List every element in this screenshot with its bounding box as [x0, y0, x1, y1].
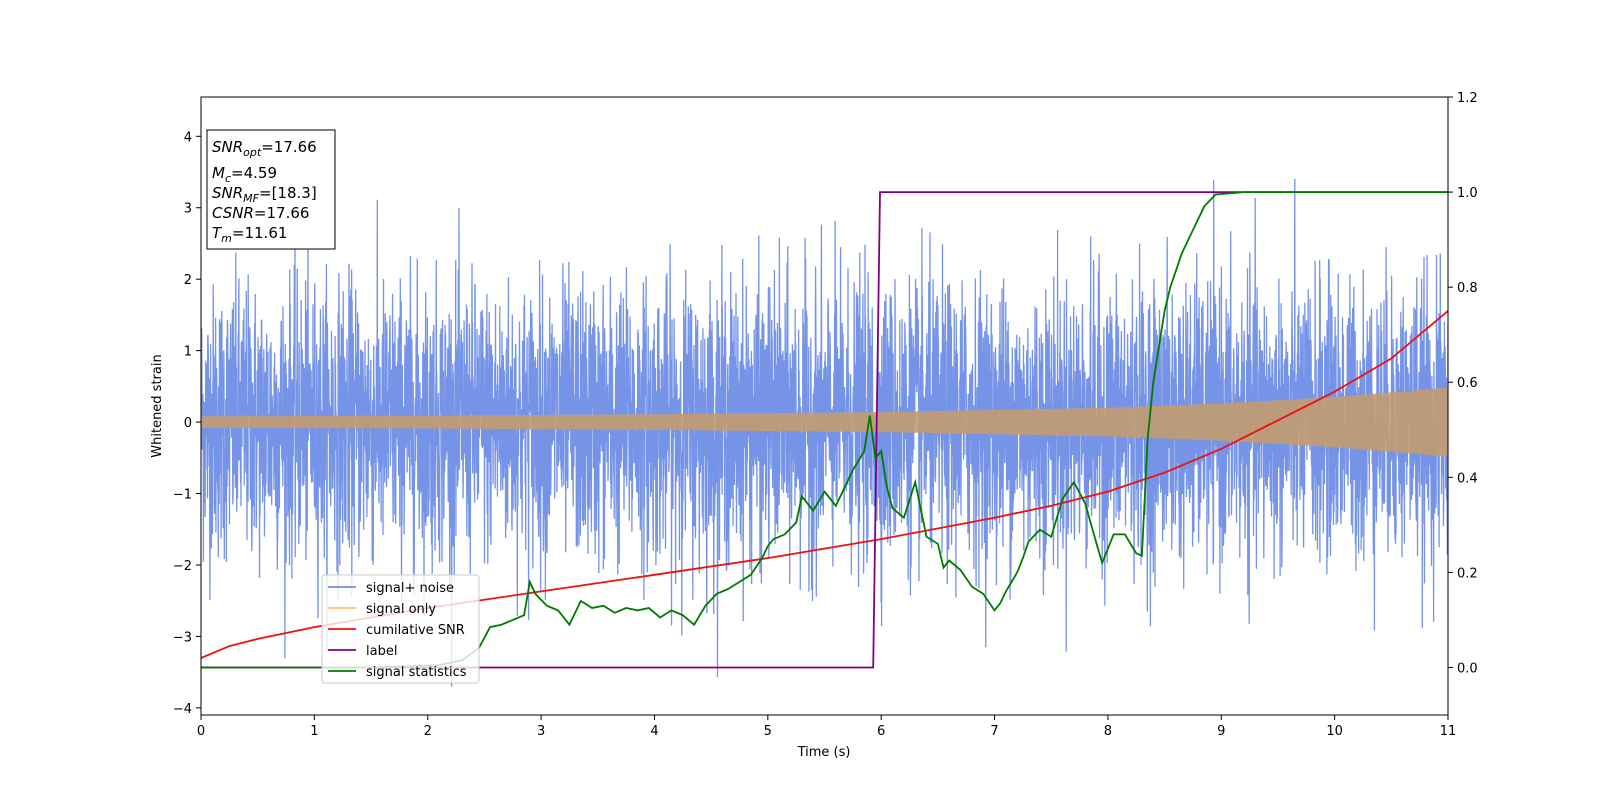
legend-entry: cumilative SNR [366, 623, 465, 638]
y-tick-label: −3 [173, 630, 192, 645]
y2-tick-label: 0.2 [1457, 566, 1478, 581]
x-tick-label: 4 [650, 724, 658, 739]
x-axis: 0 1 2 3 4 5 6 7 8 9 10 11 [197, 715, 1456, 739]
info-value: =17.66 [261, 138, 317, 156]
info-line: CSNR=17.66 [212, 204, 309, 222]
legend-entry: signal+ noise [366, 581, 454, 596]
x-tick-label: 9 [1217, 724, 1225, 739]
info-value: =[18.3] [259, 184, 317, 202]
info-line: Mc=4.59 [212, 164, 277, 185]
y2-tick-label: 0.0 [1457, 661, 1478, 676]
x-tick-label: 3 [537, 724, 545, 739]
legend-entry: label [366, 644, 397, 659]
x-tick-label: 0 [197, 724, 205, 739]
y2-tick-label: 0.8 [1457, 281, 1478, 296]
y2-tick-label: 1.2 [1457, 91, 1478, 106]
series-signal-statistics [201, 191, 1448, 669]
plot-area [201, 178, 1448, 687]
legend-entry: signal statistics [366, 665, 467, 680]
y-tick-label: 4 [184, 130, 192, 145]
info-value: =11.61 [232, 224, 288, 242]
series-cumilative-snr [201, 310, 1448, 659]
y-tick-label: 3 [184, 202, 192, 217]
y-axis-right: 0.0 0.2 0.4 0.6 0.8 1.0 1.2 [1448, 91, 1478, 676]
y2-tick-label: 1.0 [1457, 186, 1478, 201]
info-subscript: opt [243, 146, 262, 159]
info-line: SNRMF=[18.3] [212, 184, 317, 205]
x-tick-label: 7 [990, 724, 998, 739]
plot-frame [200, 96, 1449, 716]
info-subscript: c [225, 172, 231, 185]
info-symbol: SNR [212, 184, 243, 202]
x-tick-label: 5 [764, 724, 772, 739]
info-line: SNRopt=17.66 [212, 138, 317, 159]
info-box: SNRopt=17.66Mc=4.59SNRMF=[18.3]CSNR=17.6… [206, 129, 336, 250]
x-tick-label: 6 [877, 724, 885, 739]
info-symbol: M [212, 164, 225, 182]
info-value: =4.59 [231, 164, 277, 182]
legend-frame [321, 574, 480, 684]
series-signal-only [201, 387, 1448, 457]
x-axis-label: Time (s) [797, 745, 851, 760]
info-subscript: m [221, 232, 232, 245]
x-tick-label: 2 [424, 724, 432, 739]
y2-tick-label: 0.4 [1457, 471, 1478, 486]
y-tick-label: −1 [173, 488, 192, 503]
info-symbol: T [212, 224, 223, 242]
x-tick-label: 8 [1104, 724, 1112, 739]
info-symbol: SNR [212, 138, 243, 156]
y-axis-label: Whitened strain [150, 354, 165, 457]
series-label [201, 191, 1448, 669]
y-axis-left: −4 −3 −2 −1 0 1 2 3 4 [173, 130, 201, 717]
info-box-frame [206, 129, 336, 250]
info-value: =17.66 [254, 204, 310, 222]
y-tick-label: 1 [184, 345, 192, 360]
y-tick-label: −2 [173, 559, 192, 574]
y-tick-label: 0 [184, 416, 192, 431]
legend-entry: signal only [366, 602, 436, 617]
y-tick-label: −4 [173, 702, 192, 717]
info-subscript: MF [243, 192, 259, 205]
x-tick-label: 10 [1326, 724, 1343, 739]
y2-tick-label: 0.6 [1457, 376, 1478, 391]
info-line: Tm=11.61 [212, 224, 287, 245]
x-tick-label: 1 [310, 724, 318, 739]
y-tick-label: 2 [184, 273, 192, 288]
legend: signal+ noise signal only cumilative SNR la… [321, 574, 480, 684]
info-symbol: CSNR [212, 204, 254, 222]
x-tick-label: 11 [1440, 724, 1457, 739]
